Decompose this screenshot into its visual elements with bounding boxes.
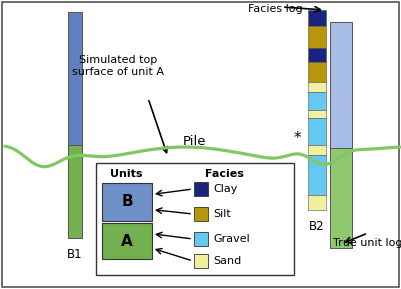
Bar	[308, 26, 326, 48]
Bar	[308, 118, 326, 145]
Bar	[308, 145, 326, 155]
Bar	[308, 195, 326, 210]
Bar	[102, 183, 152, 221]
Text: B2: B2	[309, 220, 325, 233]
FancyBboxPatch shape	[2, 2, 399, 287]
Bar	[194, 207, 208, 221]
Text: Simulated top
surface of unit A: Simulated top surface of unit A	[72, 55, 164, 77]
Bar	[330, 148, 352, 248]
Text: *: *	[293, 131, 301, 145]
Text: True unit log: True unit log	[333, 238, 401, 248]
Bar	[68, 145, 82, 238]
Text: Silt: Silt	[213, 209, 231, 219]
Bar	[308, 155, 326, 195]
Bar	[308, 62, 326, 82]
Bar	[330, 22, 352, 148]
Text: Gravel: Gravel	[213, 234, 250, 244]
Bar	[68, 12, 82, 145]
Text: A: A	[121, 234, 133, 249]
Bar	[308, 92, 326, 110]
Text: B1: B1	[67, 248, 83, 261]
Bar	[194, 254, 208, 268]
Bar	[102, 223, 152, 259]
Text: Facies log: Facies log	[248, 4, 303, 14]
Text: Sand: Sand	[213, 256, 241, 266]
Bar	[194, 232, 208, 246]
Bar	[308, 110, 326, 118]
Bar	[308, 10, 326, 26]
Text: B: B	[121, 194, 133, 210]
Text: Facies: Facies	[205, 169, 243, 179]
Text: Pile: Pile	[183, 135, 207, 148]
FancyBboxPatch shape	[96, 163, 294, 275]
Text: Units: Units	[110, 169, 142, 179]
Bar	[308, 48, 326, 62]
Bar	[194, 182, 208, 196]
Text: Clay: Clay	[213, 184, 237, 194]
Bar	[308, 82, 326, 92]
